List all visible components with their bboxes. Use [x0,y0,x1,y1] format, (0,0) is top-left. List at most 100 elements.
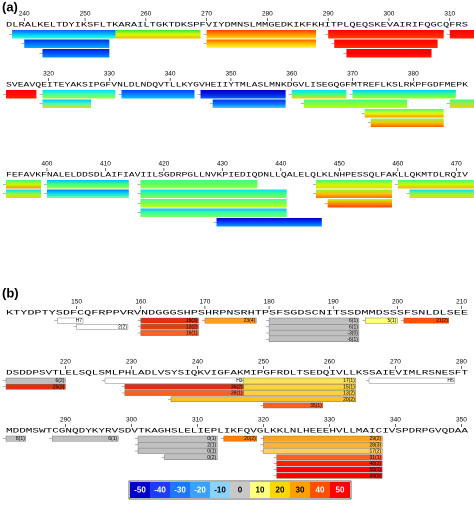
peptide-label: H3 [236,378,243,384]
peptide-bar [212,99,286,108]
tick-label: 470 [451,161,462,168]
tick-label: 300 [384,11,395,18]
tick-label: 420 [158,161,169,168]
peptide-bar [46,180,129,189]
peptide-bar [140,199,287,208]
tick-label: 400 [42,161,53,168]
peptide-bar [268,317,360,324]
peptide-bar [140,189,287,198]
peptide-bar [370,118,444,127]
peptide-label: 20(2) [343,397,355,403]
peptide-bar [200,90,286,99]
peptide-bar [137,442,218,448]
peptide-label: 17(1) [343,378,355,384]
sequence: MDDMSWTCGNQDYKYRVSDVTKAGHSLELIEPLIKFQVGL… [6,428,469,435]
legend-swatch [270,482,290,498]
legend-label: -10 [214,486,226,495]
tick-label: 450 [334,161,345,168]
peptide-bar [121,90,195,99]
legend-label: 50 [336,486,345,495]
peptide-bar [268,324,360,330]
peptide-bar [124,390,244,396]
sequence: DLRALKELTDYIKSFLTKARAILTGKTDKSPFVIYDMNSL… [6,22,469,29]
peptide-label: 31(1) [370,455,382,461]
peptide-label: 50(1) [370,467,382,473]
peptide-label: 29(2) [370,436,382,442]
tick-label: 460 [392,161,403,168]
peptide-label: 13(2) [343,391,355,397]
peptide-label: 49(3) [370,473,382,479]
peptide-bar [334,39,438,48]
peptide-bar [6,180,42,189]
legend-swatch [150,482,170,498]
peptide-label: 15(1) [343,384,355,390]
peptide-bar [170,396,357,403]
peptide-label: H7 [76,318,83,324]
peptide-bar [243,390,357,396]
tick-label: 240 [19,11,30,18]
legend-label: -30 [174,486,186,495]
sequence: SVEAVQEITEYAKSIPGFVNLDLNDQVTLLKYGVHEIIYT… [6,82,469,89]
peptide-bar [115,30,201,39]
peptide-bar [368,377,456,384]
tick-label: 290 [60,417,71,424]
peptide-label: -6(1) [347,337,358,343]
tick-label: 300 [126,417,137,424]
tick-label: 320 [258,417,269,424]
tick-label: 280 [262,11,273,18]
peptide-bar [206,39,317,48]
peptide-label: 8(1) [16,436,25,442]
tick-label: 170 [199,299,210,306]
tick-label: 150 [71,299,82,306]
tick-label: 350 [456,417,467,424]
peptide-bar [137,448,218,454]
peptide-bar [263,435,383,442]
sequence: FEFAVKFNALELDDSDLAIFIAVIILSGDRPGLLNVKPIE… [6,172,469,179]
peptide-bar [6,90,37,99]
peptide-bar [449,99,474,108]
peptide-bar [140,180,258,189]
peptide-label: 23(4) [244,318,256,324]
peptide-bar [327,199,392,208]
tick-label: 370 [347,71,358,78]
peptide-bar [206,30,317,39]
peptide-bar [42,90,116,99]
tick-label: 270 [390,359,401,366]
peptide-label: 0(1) [207,449,216,455]
peptide-bar [303,99,408,108]
legend-frame [128,480,352,500]
legend-swatch [130,482,150,498]
legend-swatch [330,482,350,498]
legend-label: 0 [238,486,243,495]
peptide-bar [276,454,383,461]
peptide-label: 0(2) [207,455,216,461]
tick-label: 240 [192,359,203,366]
legend-label: 30 [296,486,305,495]
peptide-label: 20(2) [244,436,256,442]
peptide-bar [12,30,116,39]
tick-label: 310 [192,417,203,424]
tick-label: 190 [328,299,339,306]
legend-label: -50 [134,486,146,495]
tick-label: 260 [324,359,335,366]
peptide-label: H5 [447,378,454,384]
peptide-bar [449,30,474,39]
tick-label: 320 [43,71,54,78]
tick-label: 290 [323,11,334,18]
tick-label: 260 [140,11,151,18]
tick-label: 330 [104,71,115,78]
legend-label: 10 [256,486,265,495]
sequence: KTYDPTYSDFCQFRPPVRVNDGGGSHPSHRPNSRHTPSFS… [6,310,469,317]
peptide-bar [352,90,456,99]
sequence: DSDDPSVTLELSQLSMLPHLADLVSYSIQKVIGFAKMIPG… [6,370,469,377]
legend-label: 40 [316,486,325,495]
legend-label: 20 [276,486,285,495]
peptide-bar [328,30,444,39]
peptide-bar [42,49,110,58]
legend-label: -20 [194,486,206,495]
peptide-label: 6(1) [349,318,358,324]
tick-label: 250 [80,11,91,18]
peptide-bar [42,99,92,108]
legend-swatch [190,482,210,498]
peptide-bar [243,377,357,384]
